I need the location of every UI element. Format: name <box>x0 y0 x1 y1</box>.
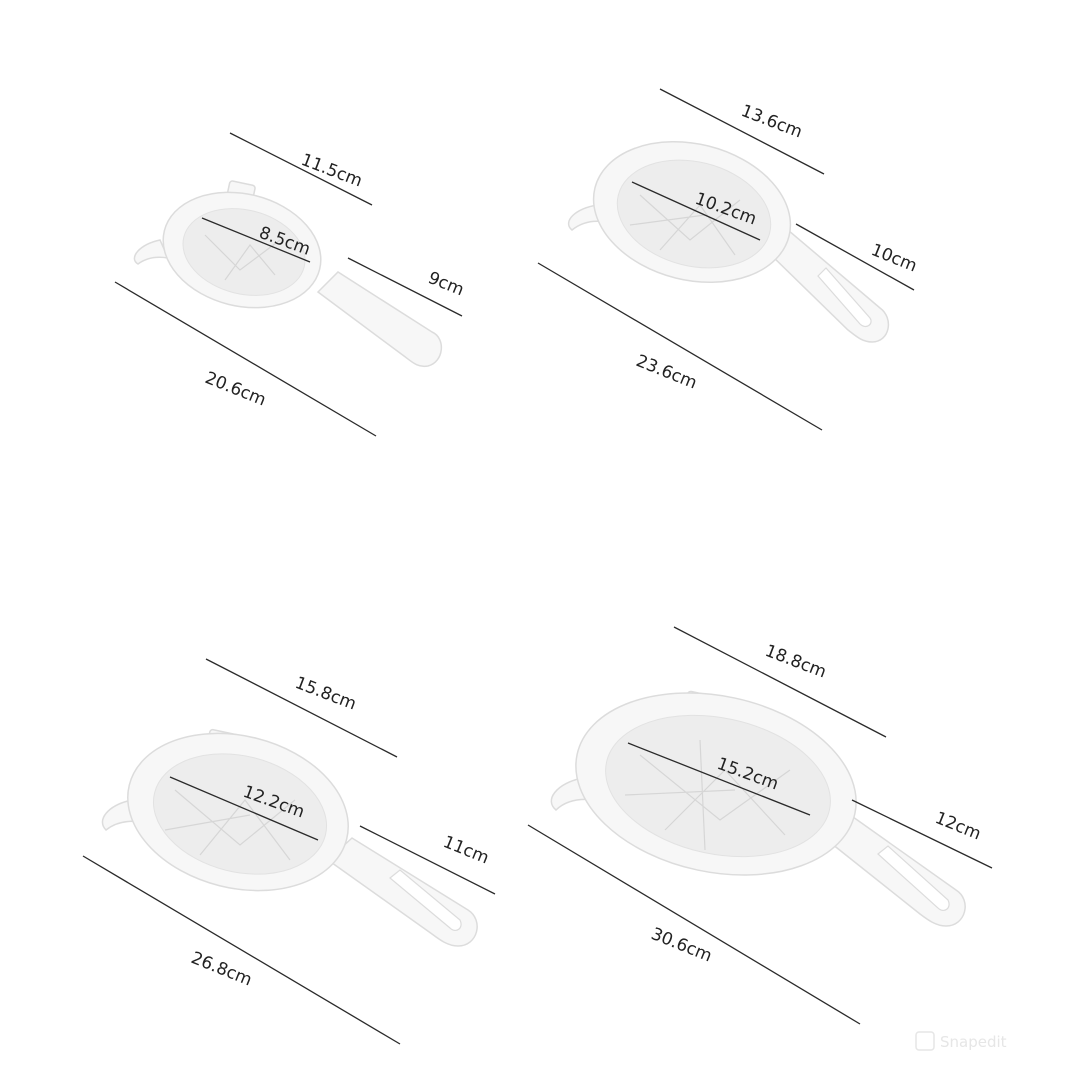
strainer-extra-large-illustration <box>550 690 966 927</box>
length-dimension-line <box>537 262 823 431</box>
width-dimension-line <box>673 626 887 738</box>
strainer-large: 15.8cm 12.2cm 11cm 26.8cm <box>82 658 496 1045</box>
depth-label: 9cm <box>425 268 467 300</box>
length-label: 20.6cm <box>202 368 269 410</box>
depth-label: 12cm <box>932 808 984 844</box>
strainer-medium: 13.6cm 10.2cm 10cm 23.6cm <box>537 88 920 431</box>
depth-label: 10cm <box>868 240 920 276</box>
depth-dimension-line <box>851 799 993 869</box>
length-dimension-line <box>82 855 401 1045</box>
depth-dimension-line <box>359 825 496 895</box>
depth-dimension-line <box>795 223 915 291</box>
width-dimension-line <box>229 132 373 206</box>
strainer-small: 11.5cm 8.5cm 9cm 20.6cm <box>114 132 467 437</box>
width-label: 13.6cm <box>738 101 805 143</box>
mesh-dimension-line <box>201 217 311 263</box>
length-dimension-line <box>114 281 377 437</box>
mesh-dimension-line <box>627 742 811 816</box>
mesh-dimension-line <box>631 181 761 241</box>
width-dimension-line <box>659 88 825 175</box>
width-label: 18.8cm <box>762 641 829 683</box>
watermark-text: Snapedit <box>940 1033 1007 1051</box>
length-label: 26.8cm <box>188 948 255 990</box>
strainer-small-illustration <box>133 180 442 368</box>
mesh-dimension-line <box>169 776 319 841</box>
depth-label: 11cm <box>440 832 492 868</box>
strainer-extra-large: 18.8cm 15.2cm 12cm 30.6cm <box>527 626 993 1025</box>
width-dimension-line <box>205 658 398 758</box>
length-dimension-line <box>527 824 861 1025</box>
length-label: 23.6cm <box>633 351 700 393</box>
strainer-medium-illustration <box>567 140 890 343</box>
strainer-large-illustration <box>101 728 478 947</box>
watermark-logo-icon <box>915 1031 935 1051</box>
watermark: Snapedit <box>915 1031 1007 1051</box>
depth-dimension-line <box>347 257 463 317</box>
width-label: 11.5cm <box>298 150 365 192</box>
